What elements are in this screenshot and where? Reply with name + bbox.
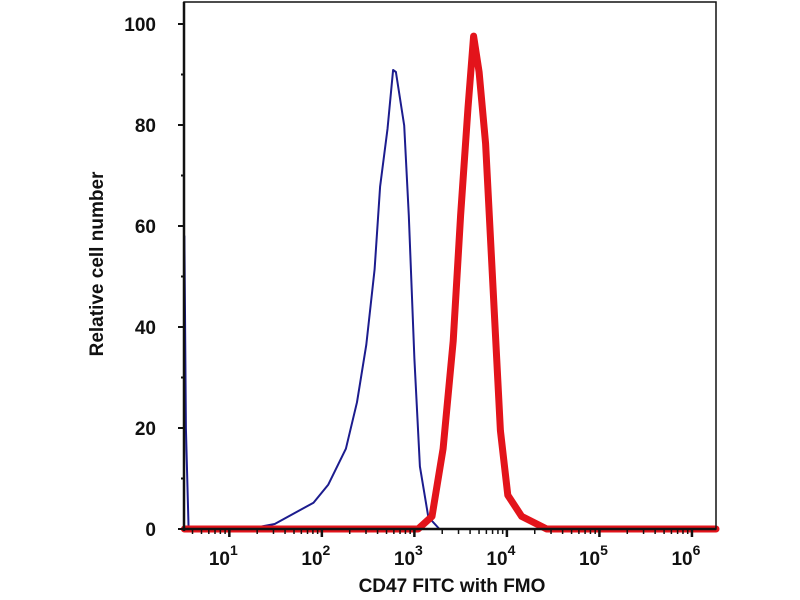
x-tick-label: 106 xyxy=(671,542,700,570)
series-layer xyxy=(180,32,720,533)
series-line-cd47 xyxy=(180,32,720,533)
y-axis-title: Relative cell number xyxy=(87,171,108,356)
y-tick-label: 60 xyxy=(135,217,156,238)
x-tick-label: 102 xyxy=(301,542,330,570)
axes-layer: 0 20 40 60 80 100 101 102 103 104 105 106 xyxy=(124,1,717,570)
x-tick-label: 103 xyxy=(394,542,423,570)
plot-frame xyxy=(183,1,717,530)
y-tick-label: 20 xyxy=(135,419,156,440)
x-tick-label: 101 xyxy=(209,542,238,570)
x-axis-title: CD47 FITC with FMO xyxy=(359,576,546,597)
y-tick-label: 40 xyxy=(135,318,156,339)
x-tick-label: 105 xyxy=(579,542,608,570)
y-tick-label: 0 xyxy=(145,520,156,541)
y-tick-label: 100 xyxy=(124,15,156,36)
y-tick-label: 80 xyxy=(135,116,156,137)
series-line-fmo xyxy=(183,69,717,530)
x-tick-label: 104 xyxy=(486,542,515,570)
